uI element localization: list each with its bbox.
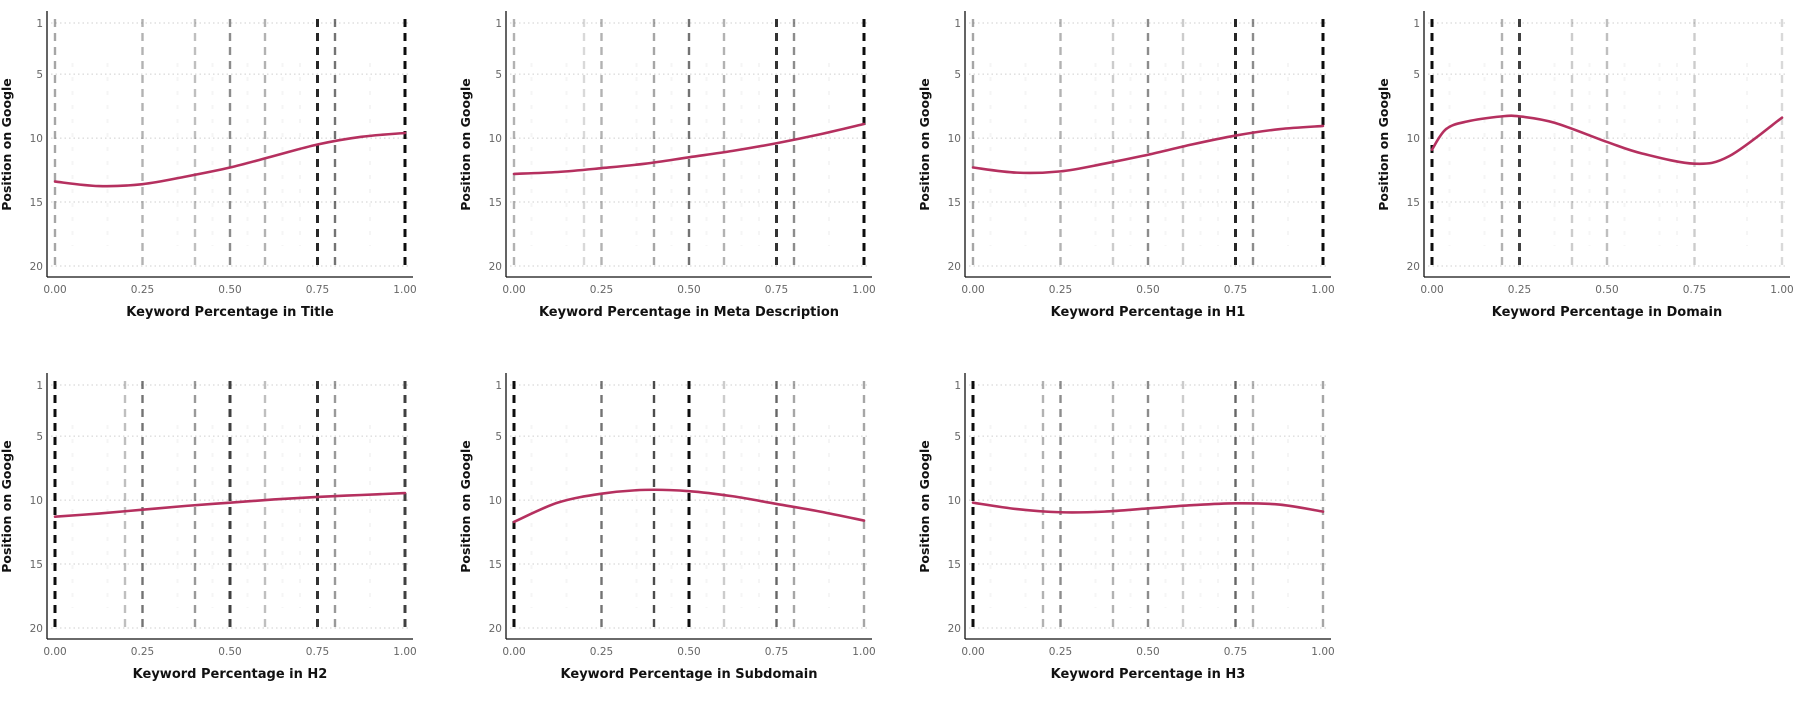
trend-line <box>971 124 1325 175</box>
y-axis-title: Position on Google <box>917 78 932 211</box>
x-tick-label: 0.50 <box>1595 284 1618 296</box>
y-tick-label: 1 <box>495 18 502 30</box>
x-tick-label: 0.50 <box>1136 284 1159 296</box>
x-tick-label: 0.00 <box>502 646 525 658</box>
y-tick-label: 5 <box>495 431 502 443</box>
x-axis-title: Keyword Percentage in H3 <box>1051 667 1246 682</box>
y-tick-label: 1 <box>495 380 502 392</box>
x-tick-label: 0.75 <box>1224 284 1247 296</box>
x-axis-title: Keyword Percentage in H1 <box>1051 305 1246 320</box>
x-axis-title: Keyword Percentage in Title <box>126 305 334 320</box>
y-tick-label: 15 <box>489 559 502 571</box>
x-tick-label: 0.25 <box>590 284 613 296</box>
x-tick-label: 0.25 <box>1508 284 1531 296</box>
x-tick-label: 0.00 <box>502 284 525 296</box>
y-tick-label: 20 <box>1407 261 1420 273</box>
y-tick-label: 15 <box>948 559 961 571</box>
y-axis-title: Position on Google <box>458 78 473 211</box>
y-tick-label: 20 <box>489 261 502 273</box>
y-axis-title: Position on Google <box>0 78 14 211</box>
trend-line <box>512 122 866 176</box>
y-tick-label: 5 <box>36 69 43 81</box>
y-tick-label: 10 <box>489 495 502 507</box>
x-tick-label: 0.75 <box>306 284 329 296</box>
trend-line <box>971 501 1325 514</box>
x-tick-label: 1.00 <box>393 284 416 296</box>
x-tick-label: 0.25 <box>131 646 154 658</box>
y-tick-label: 10 <box>30 133 43 145</box>
y-tick-label: 15 <box>948 197 961 209</box>
trend-line <box>53 131 407 188</box>
x-tick-label: 0.75 <box>765 284 788 296</box>
x-axis-title: Keyword Percentage in Meta Description <box>539 305 839 320</box>
y-tick-label: 20 <box>30 623 43 635</box>
y-tick-label: 1 <box>954 18 961 30</box>
x-tick-label: 0.00 <box>1420 284 1443 296</box>
y-tick-label: 10 <box>1407 133 1420 145</box>
x-tick-label: 0.75 <box>1224 646 1247 658</box>
x-axis-title: Keyword Percentage in Subdomain <box>561 667 818 682</box>
trend-line <box>53 491 407 519</box>
x-tick-label: 0.50 <box>677 646 700 658</box>
trend-line <box>1430 114 1784 166</box>
y-tick-label: 15 <box>1407 197 1420 209</box>
trend-line <box>512 488 866 524</box>
y-tick-label: 15 <box>489 197 502 209</box>
x-tick-label: 1.00 <box>1311 646 1334 658</box>
y-axis-title: Position on Google <box>1376 78 1391 211</box>
y-tick-label: 20 <box>948 623 961 635</box>
x-tick-label: 0.00 <box>961 646 984 658</box>
x-tick-label: 0.00 <box>961 284 984 296</box>
x-tick-label: 0.50 <box>1136 646 1159 658</box>
x-tick-label: 1.00 <box>1770 284 1793 296</box>
y-tick-label: 10 <box>948 133 961 145</box>
x-tick-label: 1.00 <box>1311 284 1334 296</box>
y-axis-title: Position on Google <box>458 440 473 573</box>
y-axis-title: Position on Google <box>917 440 932 573</box>
y-tick-label: 10 <box>489 133 502 145</box>
x-tick-label: 1.00 <box>852 284 875 296</box>
y-tick-label: 5 <box>954 69 961 81</box>
y-tick-label: 1 <box>36 18 43 30</box>
x-tick-label: 0.50 <box>677 284 700 296</box>
x-tick-label: 0.00 <box>43 284 66 296</box>
y-tick-label: 5 <box>495 69 502 81</box>
x-tick-label: 1.00 <box>393 646 416 658</box>
x-tick-label: 0.00 <box>43 646 66 658</box>
x-tick-label: 1.00 <box>852 646 875 658</box>
y-tick-label: 10 <box>948 495 961 507</box>
x-tick-label: 0.25 <box>590 646 613 658</box>
x-axis-title: Keyword Percentage in Domain <box>1492 305 1722 320</box>
x-tick-label: 0.75 <box>306 646 329 658</box>
x-tick-label: 0.50 <box>218 284 241 296</box>
y-tick-label: 20 <box>489 623 502 635</box>
y-tick-label: 1 <box>954 380 961 392</box>
x-tick-label: 0.25 <box>1049 284 1072 296</box>
y-tick-label: 1 <box>36 380 43 392</box>
y-tick-label: 5 <box>36 431 43 443</box>
y-tick-label: 15 <box>30 197 43 209</box>
y-tick-label: 1 <box>1413 18 1420 30</box>
y-tick-label: 20 <box>948 261 961 273</box>
x-tick-label: 0.75 <box>1683 284 1706 296</box>
x-axis-title: Keyword Percentage in H2 <box>133 667 328 682</box>
x-tick-label: 0.50 <box>218 646 241 658</box>
y-tick-label: 15 <box>30 559 43 571</box>
x-tick-label: 0.75 <box>765 646 788 658</box>
y-tick-label: 5 <box>1413 69 1420 81</box>
y-tick-label: 5 <box>954 431 961 443</box>
y-tick-label: 20 <box>30 261 43 273</box>
x-tick-label: 0.25 <box>131 284 154 296</box>
y-tick-label: 10 <box>30 495 43 507</box>
y-axis-title: Position on Google <box>0 440 14 573</box>
x-tick-label: 0.25 <box>1049 646 1072 658</box>
